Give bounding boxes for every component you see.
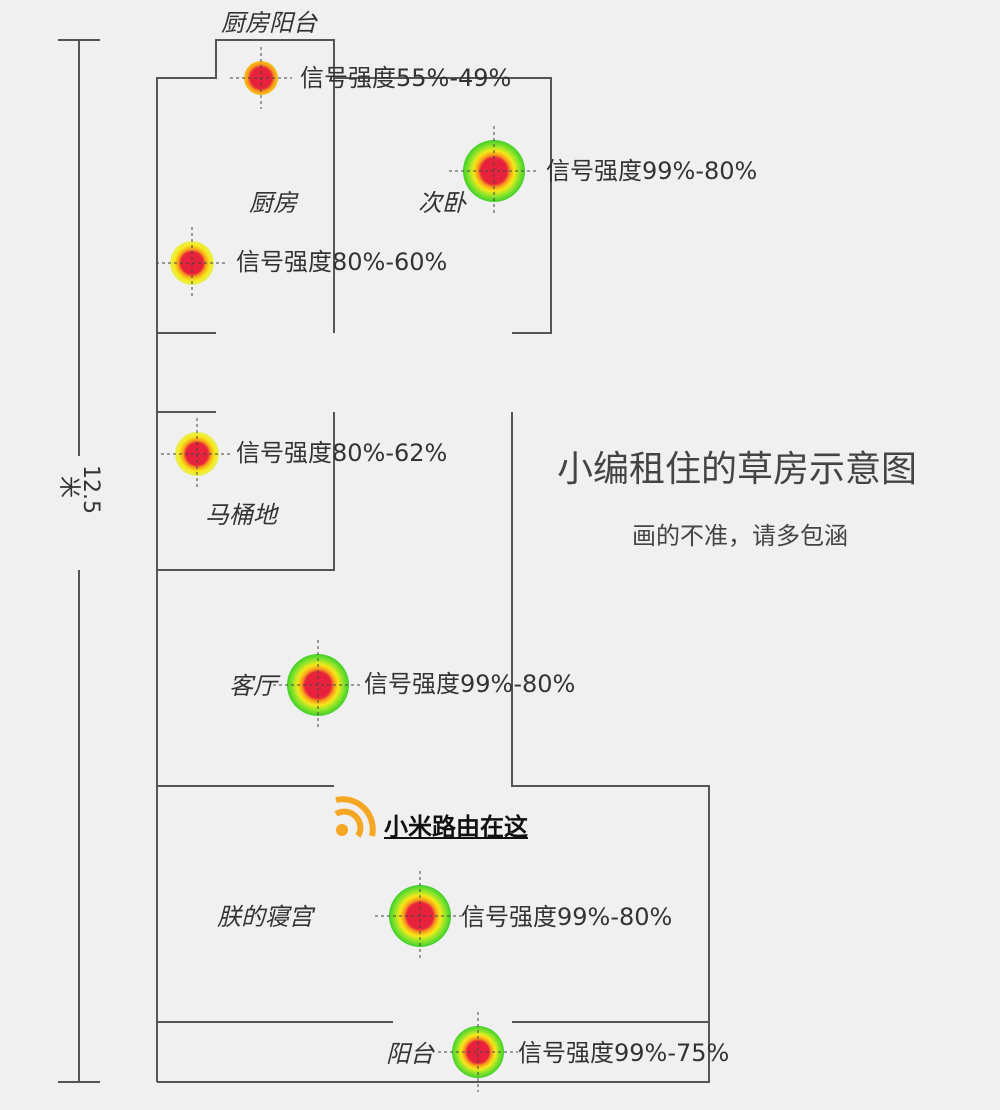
- router-label: 小米路由在这: [384, 813, 528, 841]
- signal-label: 信号强度80%-62%: [236, 439, 448, 467]
- diagram-subtitle: 画的不准，请多包涵: [632, 522, 848, 550]
- room-label: 厨房阳台: [221, 9, 317, 37]
- room-label: 厨房: [249, 189, 297, 217]
- dimension-line: [58, 39, 100, 1083]
- signal-label: 信号强度80%-60%: [236, 248, 448, 276]
- signal-label: 信号强度99%-80%: [364, 670, 576, 698]
- room-label: 次卧: [418, 189, 466, 217]
- signal-marker: [438, 1012, 518, 1092]
- signal-marker: [156, 227, 228, 299]
- signal-marker: [161, 418, 233, 490]
- signal-marker: [449, 126, 539, 216]
- wifi-icon: [334, 796, 376, 838]
- room-label: 客厅: [229, 672, 277, 700]
- signal-marker: [375, 871, 465, 961]
- walls: [156, 39, 710, 1083]
- dimension-label: 12.5米: [56, 465, 103, 514]
- signal-label: 信号强度99%-80%: [546, 157, 758, 185]
- signal-label: 信号强度99%-75%: [518, 1039, 730, 1067]
- diagram-title: 小编租住的草房示意图: [557, 449, 918, 490]
- signal-label: 信号强度55%-49%: [300, 64, 512, 92]
- room-label: 朕的寝宫: [217, 903, 313, 931]
- signal-marker: [273, 640, 363, 730]
- room-label: 阳台: [386, 1040, 434, 1068]
- signal-marker: [230, 47, 292, 109]
- room-label: 马桶地: [205, 501, 277, 529]
- signal-label: 信号强度99%-80%: [461, 903, 673, 931]
